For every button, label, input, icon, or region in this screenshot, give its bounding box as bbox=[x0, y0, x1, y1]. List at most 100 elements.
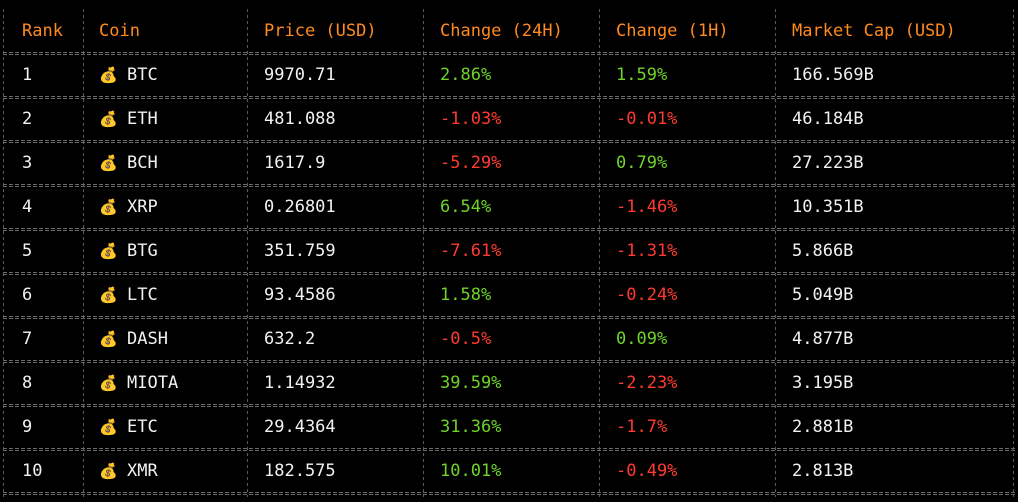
market-cap-cell: 4.877B bbox=[792, 329, 854, 349]
coin-cell: 💰 LTC bbox=[99, 273, 158, 317]
rank-cell: 6 bbox=[22, 285, 33, 305]
price-cell: 0.26801 bbox=[264, 197, 336, 217]
change-24h-cell: -7.61% bbox=[440, 241, 502, 261]
row-separator bbox=[3, 184, 1015, 187]
coin-cell: 💰 XMR bbox=[99, 449, 158, 493]
row-separator bbox=[3, 360, 1015, 363]
change-1h-cell: -1.46% bbox=[616, 197, 678, 217]
coin-symbol: MIOTA bbox=[127, 373, 179, 393]
table-row[interactable]: 8 💰 MIOTA 1.14932 39.59% -2.23% 3.195B bbox=[0, 361, 1018, 405]
header-separator bbox=[3, 52, 1015, 55]
column-separator bbox=[423, 9, 424, 497]
table-row[interactable]: 9 💰 ETC 29.4364 31.36% -1.7% 2.881B bbox=[0, 405, 1018, 449]
coin-symbol: BTC bbox=[127, 65, 158, 85]
money-bag-icon: 💰 bbox=[99, 198, 118, 216]
change-24h-cell: 1.58% bbox=[440, 285, 492, 305]
market-cap-cell: 5.049B bbox=[792, 285, 854, 305]
coin-cell: 💰 BTG bbox=[99, 229, 158, 273]
money-bag-icon: 💰 bbox=[99, 66, 118, 84]
market-cap-cell: 5.866B bbox=[792, 241, 854, 261]
row-separator bbox=[3, 404, 1015, 407]
row-separator bbox=[3, 492, 1015, 495]
header-price[interactable]: Price (USD) bbox=[264, 21, 377, 41]
table-row[interactable]: 1 💰 BTC 9970.71 2.86% 1.59% 166.569B bbox=[0, 53, 1018, 97]
coin-cell: 💰 BTC bbox=[99, 53, 158, 97]
column-separator bbox=[247, 9, 248, 497]
change-24h-cell: -1.03% bbox=[440, 109, 502, 129]
rank-cell: 1 bbox=[22, 65, 33, 85]
rank-cell: 10 bbox=[22, 461, 43, 481]
market-cap-cell: 2.813B bbox=[792, 461, 854, 481]
coin-cell: 💰 BCH bbox=[99, 141, 158, 185]
money-bag-icon: 💰 bbox=[99, 462, 118, 480]
coin-symbol: XMR bbox=[127, 461, 158, 481]
row-separator bbox=[3, 140, 1015, 143]
row-separator bbox=[3, 96, 1015, 99]
money-bag-icon: 💰 bbox=[99, 418, 118, 436]
table-row[interactable]: 5 💰 BTG 351.759 -7.61% -1.31% 5.866B bbox=[0, 229, 1018, 273]
money-bag-icon: 💰 bbox=[99, 286, 118, 304]
table-header-row: Rank Coin Price (USD) Change (24H) Chang… bbox=[0, 9, 1018, 53]
change-24h-cell: 6.54% bbox=[440, 197, 492, 217]
coin-symbol: BCH bbox=[127, 153, 158, 173]
price-cell: 481.088 bbox=[264, 109, 336, 129]
money-bag-icon: 💰 bbox=[99, 110, 118, 128]
column-separator bbox=[775, 9, 776, 497]
table-row[interactable]: 10 💰 XMR 182.575 10.01% -0.49% 2.813B bbox=[0, 449, 1018, 493]
market-cap-cell: 10.351B bbox=[792, 197, 864, 217]
change-24h-cell: 10.01% bbox=[440, 461, 502, 481]
coin-cell: 💰 MIOTA bbox=[99, 361, 178, 405]
table-row[interactable]: 4 💰 XRP 0.26801 6.54% -1.46% 10.351B bbox=[0, 185, 1018, 229]
price-cell: 182.575 bbox=[264, 461, 336, 481]
market-cap-cell: 27.223B bbox=[792, 153, 864, 173]
column-separator bbox=[3, 9, 4, 497]
table-row[interactable]: 2 💰 ETH 481.088 -1.03% -0.01% 46.184B bbox=[0, 97, 1018, 141]
change-1h-cell: 0.09% bbox=[616, 329, 668, 349]
change-1h-cell: -1.31% bbox=[616, 241, 678, 261]
change-24h-cell: -0.5% bbox=[440, 329, 492, 349]
header-market-cap[interactable]: Market Cap (USD) bbox=[792, 21, 956, 41]
rank-cell: 2 bbox=[22, 109, 33, 129]
coin-symbol: DASH bbox=[127, 329, 168, 349]
change-1h-cell: 1.59% bbox=[616, 65, 668, 85]
coin-symbol: ETH bbox=[127, 109, 158, 129]
price-cell: 9970.71 bbox=[264, 65, 336, 85]
rank-cell: 5 bbox=[22, 241, 33, 261]
change-24h-cell: 2.86% bbox=[440, 65, 492, 85]
column-separator bbox=[1013, 9, 1014, 497]
rank-cell: 9 bbox=[22, 417, 33, 437]
coin-cell: 💰 ETH bbox=[99, 97, 158, 141]
coin-cell: 💰 XRP bbox=[99, 185, 158, 229]
market-cap-cell: 3.195B bbox=[792, 373, 854, 393]
price-cell: 632.2 bbox=[264, 329, 316, 349]
price-cell: 351.759 bbox=[264, 241, 336, 261]
table-row[interactable]: 3 💰 BCH 1617.9 -5.29% 0.79% 27.223B bbox=[0, 141, 1018, 185]
row-separator bbox=[3, 316, 1015, 319]
header-coin[interactable]: Coin bbox=[99, 21, 140, 41]
price-cell: 29.4364 bbox=[264, 417, 336, 437]
change-1h-cell: -0.01% bbox=[616, 109, 678, 129]
money-bag-icon: 💰 bbox=[99, 330, 118, 348]
market-cap-cell: 46.184B bbox=[792, 109, 864, 129]
coin-symbol: BTG bbox=[127, 241, 158, 261]
column-separator bbox=[83, 9, 84, 497]
header-change-24h[interactable]: Change (24H) bbox=[440, 21, 563, 41]
coin-cell: 💰 DASH bbox=[99, 317, 168, 361]
coin-cell: 💰 ETC bbox=[99, 405, 158, 449]
money-bag-icon: 💰 bbox=[99, 154, 118, 172]
money-bag-icon: 💰 bbox=[99, 242, 118, 260]
market-cap-cell: 166.569B bbox=[792, 65, 874, 85]
money-bag-icon: 💰 bbox=[99, 374, 118, 392]
change-24h-cell: -5.29% bbox=[440, 153, 502, 173]
price-cell: 1617.9 bbox=[264, 153, 326, 173]
coin-symbol: XRP bbox=[127, 197, 158, 217]
change-1h-cell: -0.24% bbox=[616, 285, 678, 305]
rank-cell: 8 bbox=[22, 373, 33, 393]
header-change-1h[interactable]: Change (1H) bbox=[616, 21, 729, 41]
header-rank[interactable]: Rank bbox=[22, 21, 63, 41]
table-row[interactable]: 6 💰 LTC 93.4586 1.58% -0.24% 5.049B bbox=[0, 273, 1018, 317]
column-separator bbox=[599, 9, 600, 497]
coin-symbol: LTC bbox=[127, 285, 158, 305]
table-row[interactable]: 7 💰 DASH 632.2 -0.5% 0.09% 4.877B bbox=[0, 317, 1018, 361]
